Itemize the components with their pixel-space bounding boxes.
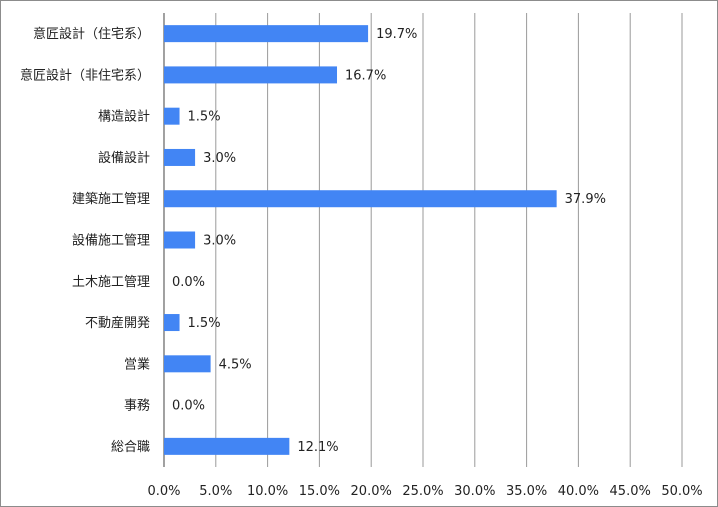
category-label-8: 営業 — [124, 356, 150, 372]
category-label-2: 構造設計 — [98, 109, 150, 125]
value-label-10: 12.1% — [297, 440, 338, 455]
value-label-3: 3.0% — [203, 151, 236, 166]
x-tick-label-1: 5.0% — [199, 484, 232, 499]
value-label-1: 16.7% — [345, 68, 386, 83]
value-label-9: 0.0% — [172, 399, 205, 414]
value-label-0: 19.7% — [376, 27, 417, 42]
bar-8 — [164, 355, 211, 373]
category-label-6: 土木施工管理 — [72, 275, 150, 290]
value-label-7: 1.5% — [188, 316, 221, 331]
category-label-4: 建築施工管理 — [72, 192, 150, 207]
value-label-5: 3.0% — [203, 234, 236, 249]
bar-1 — [164, 66, 338, 84]
value-labels: 19.7% 16.7% 1.5% 3.0% 37.9% 3.0% 0.0% 1.5% 4.5% 0… — [172, 27, 606, 455]
category-label-0: 意匠設計（住宅系） — [33, 26, 150, 42]
x-tick-label-8: 40.0% — [558, 484, 599, 499]
category-label-9: 事務 — [124, 399, 150, 414]
category-label-5: 設備施工管理 — [72, 233, 150, 249]
x-tick-label-4: 20.0% — [351, 484, 392, 499]
grid-lines — [163, 13, 683, 467]
bar-2 — [164, 107, 180, 125]
bar-4 — [164, 190, 557, 208]
x-tick-labels: 0.0% 5.0% 10.0% 15.0% 20.0% 25.0% 30.0% 35.0% 40… — [147, 484, 702, 499]
x-tick-label-10: 50.0% — [661, 484, 702, 499]
x-tick-label-6: 30.0% — [454, 484, 495, 499]
value-label-6: 0.0% — [172, 275, 205, 290]
x-tick-label-7: 35.0% — [506, 484, 547, 499]
category-label-10: 総合職 — [111, 440, 150, 455]
bar-5 — [164, 231, 196, 249]
x-tick-label-3: 15.0% — [299, 484, 340, 499]
bar-0 — [164, 25, 369, 43]
x-tick-label-9: 45.0% — [610, 484, 651, 499]
x-tick-label-0: 0.0% — [147, 484, 180, 499]
bar-10 — [164, 437, 290, 455]
category-labels: 意匠設計（住宅系） 意匠設計（非住宅系） 構造設計設備設計建築施工管理設備施工管理土… — [20, 26, 150, 455]
value-label-4: 37.9% — [565, 192, 606, 207]
bars — [164, 25, 557, 455]
x-tick-label-5: 25.0% — [402, 484, 443, 499]
value-label-8: 4.5% — [219, 357, 252, 372]
bar-7 — [164, 314, 180, 332]
bar-3 — [164, 148, 196, 166]
category-label-3: 設備設計 — [98, 150, 150, 166]
value-label-2: 1.5% — [188, 110, 221, 125]
category-label-7: 不動産開発 — [85, 315, 150, 331]
category-label-1: 意匠設計（非住宅系） — [20, 67, 150, 83]
x-tick-label-2: 10.0% — [247, 484, 288, 499]
